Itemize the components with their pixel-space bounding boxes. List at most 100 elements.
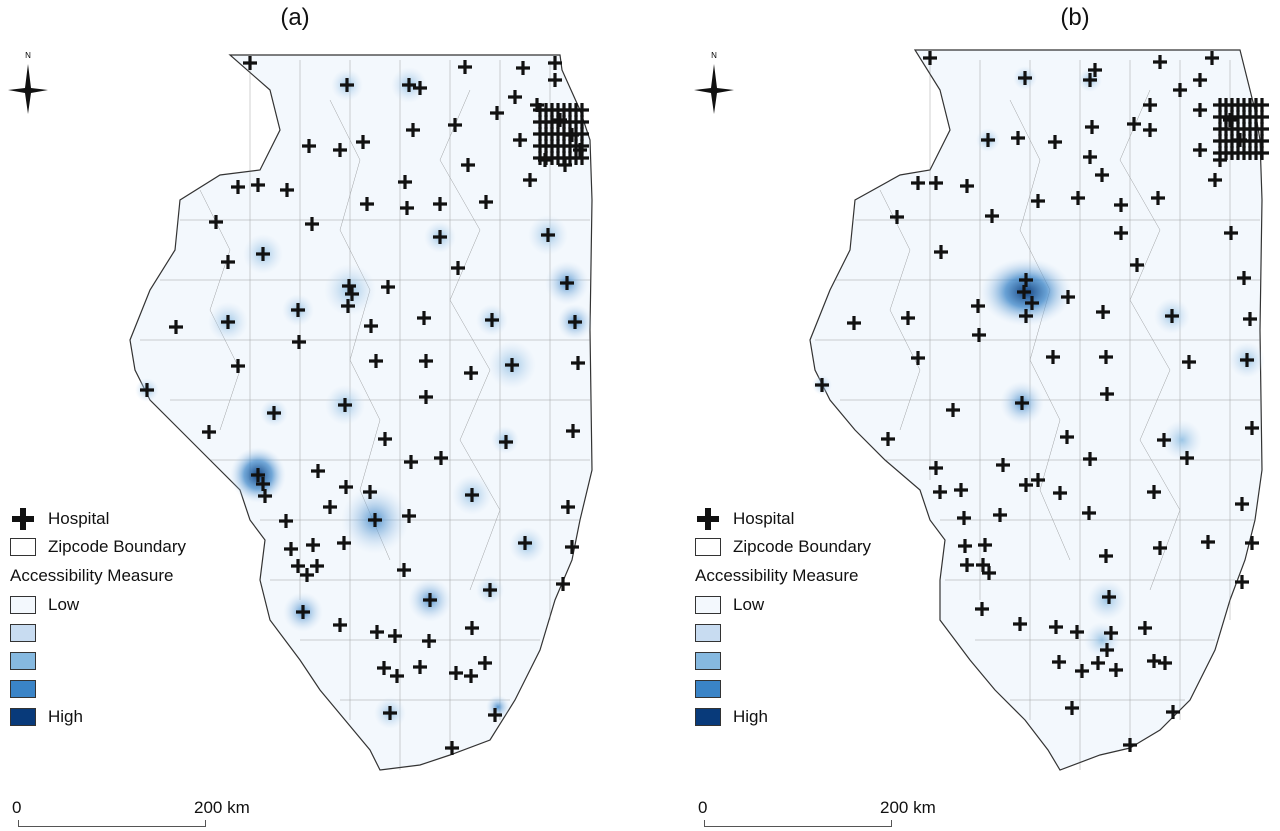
- hospital-marker: [485, 313, 499, 327]
- hospital-marker: [815, 378, 829, 392]
- hospital-marker: [1123, 738, 1137, 753]
- scale-end: 200 km: [194, 798, 250, 817]
- hospital-marker: [402, 509, 416, 524]
- north-arrow-icon: N: [692, 50, 736, 114]
- hospital-marker: [1208, 173, 1222, 187]
- hospital-marker: [1213, 153, 1227, 167]
- hospital-marker: [993, 508, 1007, 523]
- hospital-marker: [1100, 387, 1114, 401]
- hospital-marker: [267, 406, 281, 420]
- hospital-marker: [256, 477, 270, 491]
- hospital-marker: [960, 558, 974, 573]
- hospital-marker: [337, 536, 351, 551]
- hospital-marker: [231, 180, 245, 194]
- hospital-marker: [1088, 63, 1102, 77]
- hospital-marker: [1245, 421, 1259, 435]
- legend-title: Accessibility Measure: [10, 566, 174, 585]
- hospital-marker: [1017, 285, 1031, 299]
- hospital-marker: [388, 629, 402, 644]
- hospital-marker: [1049, 620, 1063, 635]
- hospital-marker: [483, 583, 497, 598]
- hospital-marker: [513, 133, 528, 147]
- hospital-marker: [1147, 654, 1161, 669]
- hospital-marker: [1255, 98, 1269, 112]
- hospital-marker: [1070, 625, 1084, 640]
- legend-class-1: Low: [695, 591, 935, 619]
- class-swatch: [695, 708, 721, 726]
- hospital-marker: [1245, 536, 1259, 551]
- hospital-marker: [881, 432, 895, 446]
- hospital-marker: [1082, 506, 1096, 520]
- hospital-marker: [360, 197, 374, 211]
- hospital-marker: [422, 634, 436, 649]
- class-swatch: [695, 680, 721, 698]
- hospital-marker: [1011, 131, 1025, 145]
- hospital-marker: [209, 215, 223, 229]
- hospital-marker: [296, 605, 310, 620]
- class-swatch: [10, 596, 36, 614]
- hospital-marker: [1052, 655, 1066, 670]
- legend-class-2: [10, 619, 250, 647]
- hospital-marker: [847, 316, 861, 330]
- hospital-marker: [1243, 312, 1257, 326]
- hospital-marker: [1046, 350, 1060, 364]
- map-panel-b: (b) N Hospital Zipcode Boundary Accessib…: [640, 0, 1280, 831]
- legend-class-5: High: [10, 703, 250, 731]
- hospital-marker: [1104, 626, 1118, 641]
- hospital-marker: [258, 489, 272, 503]
- scale-start: 0: [698, 798, 708, 817]
- hospital-marker: [479, 195, 493, 209]
- hospital-marker: [339, 480, 353, 494]
- hospital-marker: [1255, 122, 1269, 136]
- hospital-marker: [413, 81, 427, 95]
- hospital-marker: [541, 228, 556, 242]
- hospital-marker: [929, 461, 943, 475]
- hospital-marker: [1114, 198, 1128, 212]
- hospital-marker: [1019, 478, 1033, 492]
- hospital-marker: [465, 488, 479, 502]
- hospital-marker: [364, 319, 378, 333]
- hospital-marker: [1100, 643, 1114, 658]
- hospital-marker: [390, 669, 404, 684]
- hospital-marker: [451, 261, 465, 275]
- legend-hospital: Hospital: [10, 505, 250, 533]
- scale-start: 0: [12, 798, 22, 817]
- hospital-marker: [291, 559, 305, 574]
- hospital-marker: [523, 173, 538, 187]
- hospital-marker: [221, 255, 235, 269]
- hospital-marker: [1071, 191, 1085, 205]
- hospital-marker: [369, 354, 383, 368]
- hospital-marker: [338, 398, 352, 412]
- map-panel-a: (a) N Hospital Zipcode Boundary Accessib…: [8, 4, 593, 827]
- hospital-marker: [1031, 194, 1045, 208]
- legend-class-label: Low: [48, 595, 80, 614]
- hospital-marker: [1255, 146, 1269, 160]
- hospital-marker: [302, 139, 316, 153]
- hospital-marker: [404, 455, 418, 469]
- legend-class-1: Low: [10, 591, 250, 619]
- class-swatch: [695, 624, 721, 642]
- hospital-marker: [1157, 433, 1171, 447]
- class-swatch: [10, 680, 36, 698]
- hospital-marker: [423, 593, 437, 608]
- hospital-marker: [464, 669, 478, 684]
- hospital-marker: [958, 539, 972, 554]
- hospital-marker: [1165, 309, 1179, 323]
- hospital-marker: [1235, 497, 1249, 511]
- scale-line: [18, 820, 206, 827]
- hospital-marker: [292, 335, 306, 349]
- hospital-marker: [333, 143, 347, 157]
- hospital-marker: [378, 432, 392, 446]
- legend-hospital-label: Hospital: [48, 509, 110, 528]
- map-legend: Hospital Zipcode Boundary Accessibility …: [695, 505, 935, 731]
- hospital-marker: [1147, 485, 1161, 499]
- hospital-marker: [464, 366, 478, 380]
- hospital-marker: [478, 656, 492, 671]
- hospital-marker: [397, 563, 411, 578]
- hospital-marker: [406, 123, 420, 137]
- hospital-marker: [231, 359, 245, 373]
- hospital-marker: [568, 315, 583, 329]
- legend-zipcode: Zipcode Boundary: [695, 533, 935, 561]
- hospital-marker: [978, 538, 992, 553]
- hospital-marker: [345, 287, 359, 301]
